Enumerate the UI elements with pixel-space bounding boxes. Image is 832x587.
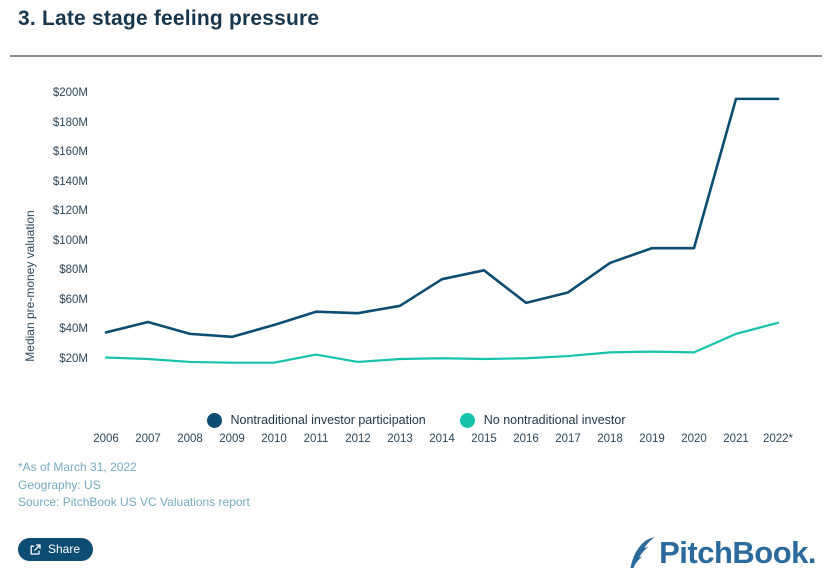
x-tick-label: 2007: [135, 433, 161, 445]
x-tick-label: 2012: [345, 433, 371, 445]
legend-label: No nontraditional investor: [483, 413, 626, 427]
y-tick-label: $160M: [52, 146, 88, 159]
x-tick-label: 2020: [681, 433, 707, 445]
x-tick-label: 2022*: [762, 433, 794, 445]
y-tick-label: $20M: [59, 353, 88, 365]
footnote-geography: Geography: US: [18, 477, 101, 492]
title-divider: [10, 55, 822, 57]
share-button[interactable]: Share: [18, 538, 94, 561]
x-tick-label: 2017: [555, 433, 581, 445]
pitchbook-quill-icon: [628, 537, 655, 569]
share-button-label: Share: [48, 542, 81, 556]
x-tick-label: 2006: [93, 433, 119, 445]
share-icon: [29, 543, 42, 556]
x-tick-label: 2021: [723, 433, 749, 445]
series-line: [104, 97, 780, 339]
y-tick-label: $60M: [59, 293, 88, 306]
legend-item: No nontraditional investor: [459, 412, 626, 428]
y-tick-label: $200M: [52, 86, 88, 99]
line-chart[interactable]: Median pre-money valuation $200M $180M $16…: [0, 60, 832, 445]
legend-item: Nontraditional investor participation: [206, 412, 426, 428]
series-line: [104, 321, 780, 364]
y-tick-label: $80M: [59, 264, 88, 277]
y-tick-label: $40M: [59, 323, 88, 336]
y-tick-label: $120M: [52, 205, 88, 218]
page-title: 3. Late stage feeling pressure: [18, 7, 320, 30]
x-tick-label: 2010: [261, 433, 287, 445]
x-tick-label: 2009: [219, 433, 245, 445]
footnote-source: Source: PitchBook US VC Valuations repor…: [18, 495, 250, 509]
x-tick-label: 2019: [639, 433, 665, 445]
y-tick-label: $100M: [52, 234, 88, 247]
legend-dot: [206, 412, 222, 428]
footnote-asof: *As of March 31, 2022: [18, 460, 137, 474]
x-tick-label: 2018: [597, 433, 623, 445]
pitchbook-logo: PitchBook.: [628, 535, 816, 571]
x-tick-label: 2011: [303, 433, 329, 445]
x-tick-label: 2016: [513, 433, 539, 445]
y-tick-label: $180M: [52, 116, 88, 129]
legend-label: Nontraditional investor participation: [230, 413, 426, 427]
legend-dot: [459, 412, 475, 428]
chart-footnotes: *As of March 31, 2022 Geography: US Sour…: [18, 459, 250, 512]
chart-legend: Nontraditional investor participation No …: [0, 407, 832, 433]
y-tick-label: $140M: [52, 175, 88, 188]
x-tick-label: 2014: [429, 433, 455, 445]
x-tick-label: 2015: [471, 433, 497, 445]
x-tick-label: 2008: [177, 433, 203, 445]
pitchbook-logo-text: PitchBook.: [659, 535, 816, 570]
x-tick-label: 2013: [387, 433, 413, 445]
